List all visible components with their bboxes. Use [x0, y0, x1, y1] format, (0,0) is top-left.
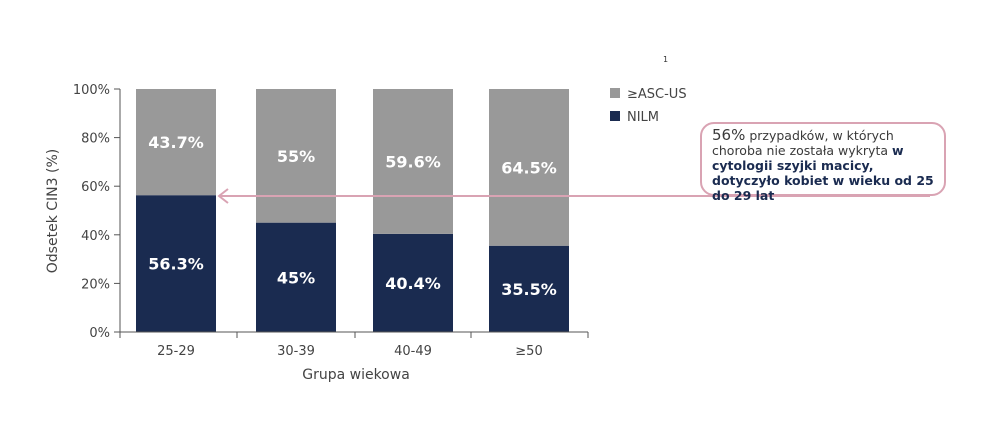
bars-group: 56.3% 43.7% 45% 55% 40.4% 59.6% 35.5% 64.5%	[136, 89, 569, 332]
callout-arrow	[217, 188, 930, 204]
data-label: 64.5%	[501, 158, 557, 177]
callout-text: przypadków, w których choroba nie został…	[712, 128, 894, 158]
data-label: 43.7%	[148, 133, 204, 152]
bar-≥ASC-US-25-29	[136, 89, 216, 196]
bar-≥ASC-US-40-49	[373, 89, 453, 234]
legend: ≥ASC-US NILM	[610, 87, 687, 125]
bar-NILM-40-49	[373, 233, 453, 332]
legend-swatch	[610, 111, 620, 121]
legend-swatch	[610, 88, 620, 98]
bar-NILM-25-29	[136, 195, 216, 332]
bar-≥ASC-US-30-39	[256, 89, 336, 223]
y-tick-label: 100%	[73, 83, 110, 98]
y-tick-label: 60%	[81, 180, 110, 195]
y-axis-title: Odsetek CIN3 (%)	[45, 149, 61, 273]
y-tick-label: 0%	[89, 326, 110, 341]
y-tick-label: 80%	[81, 132, 110, 147]
data-label: 45%	[277, 268, 315, 287]
x-tick-label: 30-39	[277, 344, 315, 359]
data-label: 35.5%	[501, 280, 557, 299]
bar-≥ASC-US-≥50	[489, 89, 569, 246]
bar-NILM-≥50	[489, 245, 569, 332]
x-tick-label: ≥50	[515, 344, 542, 359]
legend-label: NILM	[627, 110, 659, 125]
axes-group: 0% 20% 40% 60% 80% 100% 25-29 30-39 40-49 ≥50 Grup…	[45, 83, 589, 383]
bar-NILM-30-39	[256, 222, 336, 332]
data-label: 55%	[277, 147, 315, 166]
data-label: 56.3%	[148, 255, 204, 274]
x-tick-label: 25-29	[157, 344, 195, 359]
y-tick-label: 20%	[81, 277, 110, 292]
footnote-marker: 1	[663, 55, 669, 64]
x-axis-title: Grupa wiekowa	[302, 367, 410, 383]
legend-label: ≥ASC-US	[627, 87, 687, 102]
callout-box: 56% przypadków, w których choroba nie zo…	[700, 122, 946, 203]
x-tick-label: 40-49	[394, 344, 432, 359]
callout-strong-text: w cytologii szyjki macicy, dotyczyło kob…	[712, 143, 934, 203]
y-tick-label: 40%	[81, 229, 110, 244]
callout-lead: 56%	[712, 126, 746, 144]
data-label: 59.6%	[385, 152, 441, 171]
data-label: 40.4%	[385, 274, 441, 293]
